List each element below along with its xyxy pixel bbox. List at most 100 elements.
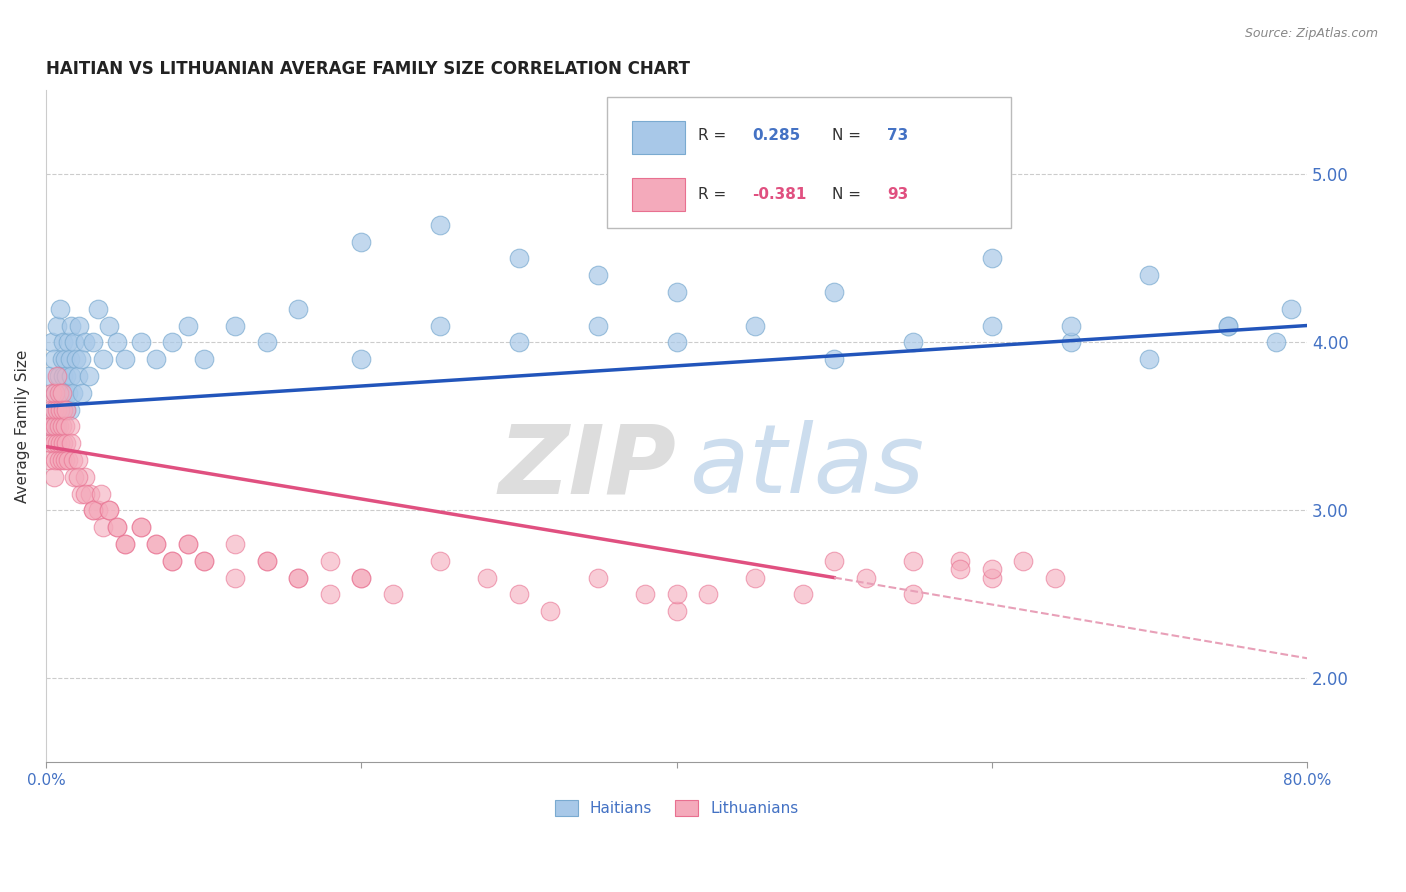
Point (381, 587, 404, 601)
Point (980, 318, 1002, 333)
Point (46, 318, 69, 333)
Point (744, 571, 766, 585)
Point (48, 419, 70, 434)
Point (87, 301, 110, 316)
Point (586, 318, 609, 333)
Point (980, 252, 1002, 266)
Point (145, 537, 167, 551)
Point (319, 587, 342, 601)
Point (193, 554, 215, 568)
Point (49, 436, 72, 450)
Point (38, 419, 60, 434)
Point (52, 335, 75, 350)
Point (79, 486, 101, 500)
Point (224, 571, 246, 585)
Point (42, 469, 65, 483)
Point (586, 571, 609, 585)
Point (49, 385, 72, 400)
Point (1218, 318, 1240, 333)
Point (1059, 335, 1081, 350)
Point (114, 352, 136, 367)
Point (429, 318, 451, 333)
Point (193, 554, 215, 568)
Point (949, 562, 972, 576)
Point (1012, 554, 1035, 568)
Point (145, 537, 167, 551)
Point (823, 554, 845, 568)
Point (1059, 318, 1081, 333)
Point (901, 554, 924, 568)
Point (69, 352, 91, 367)
Point (91, 520, 114, 534)
Point (665, 335, 688, 350)
Point (75, 486, 97, 500)
Point (508, 587, 530, 601)
Point (538, 604, 561, 618)
Point (59, 352, 82, 367)
Point (1139, 268, 1161, 282)
Point (792, 587, 814, 601)
Point (63, 469, 86, 483)
Point (60, 368, 83, 383)
Text: 93: 93 (887, 187, 908, 202)
Point (145, 352, 167, 367)
Point (52, 402, 75, 417)
Point (46, 402, 69, 417)
Point (48, 368, 70, 383)
Point (42, 402, 65, 417)
Point (949, 554, 972, 568)
Point (98, 503, 121, 517)
Point (56, 335, 79, 350)
Point (41, 335, 63, 350)
Point (193, 352, 215, 367)
Point (114, 537, 136, 551)
Point (53, 385, 76, 400)
Point (224, 318, 246, 333)
Point (52, 436, 75, 450)
Point (67, 318, 90, 333)
Point (287, 571, 309, 585)
Point (46, 368, 69, 383)
Point (1218, 318, 1240, 333)
Text: R =: R = (697, 187, 731, 202)
Point (44, 453, 66, 467)
Text: N =: N = (831, 128, 866, 144)
Point (44, 419, 66, 434)
Point (66, 453, 89, 467)
Point (52, 368, 75, 383)
Point (82, 335, 104, 350)
Point (60, 436, 83, 450)
Point (38, 453, 60, 467)
Point (160, 554, 183, 568)
Point (429, 554, 451, 568)
Text: Source: ZipAtlas.com: Source: ZipAtlas.com (1244, 27, 1378, 40)
Point (256, 554, 278, 568)
Point (62, 453, 84, 467)
Point (1264, 335, 1286, 350)
Point (1279, 301, 1302, 316)
Point (44, 385, 66, 400)
Point (87, 503, 110, 517)
Point (256, 335, 278, 350)
Point (744, 318, 766, 333)
Point (55, 402, 77, 417)
Point (177, 537, 200, 551)
Point (287, 571, 309, 585)
Point (63, 335, 86, 350)
Text: -0.381: -0.381 (752, 187, 807, 202)
Point (70, 385, 93, 400)
Point (75, 335, 97, 350)
Point (59, 419, 82, 434)
Point (65, 352, 87, 367)
Point (49, 301, 72, 316)
Point (477, 571, 499, 585)
Point (62, 385, 84, 400)
Point (350, 235, 373, 249)
Point (287, 301, 309, 316)
Point (98, 503, 121, 517)
Point (1043, 571, 1066, 585)
Point (56, 453, 79, 467)
Point (44, 385, 66, 400)
FancyBboxPatch shape (633, 178, 685, 211)
Point (46, 436, 69, 450)
